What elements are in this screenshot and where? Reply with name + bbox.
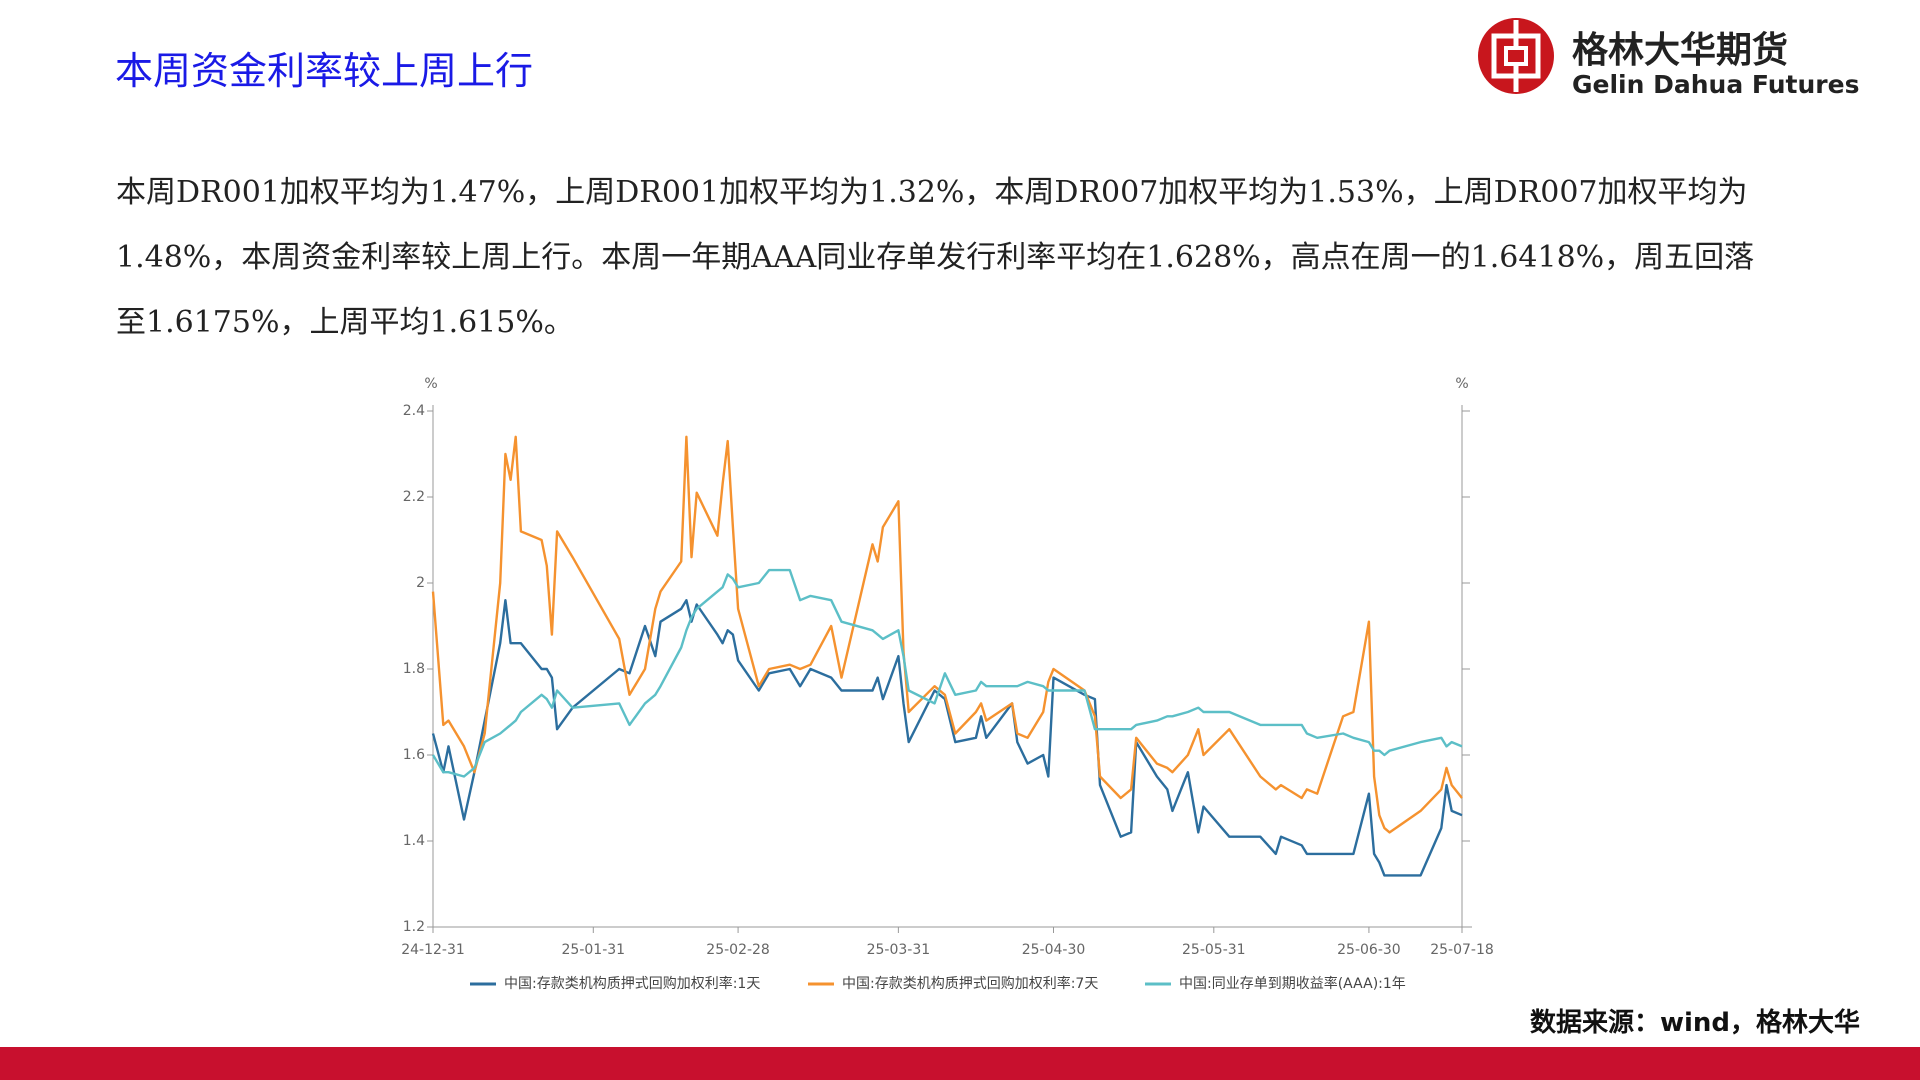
series-line bbox=[431, 568, 1463, 778]
legend-label: 中国:存款类机构质押式回购加权利率:7天 bbox=[842, 975, 1098, 992]
x-tick-label: 25-04-30 bbox=[1022, 942, 1086, 958]
y-tick-label: 2.2 bbox=[403, 489, 425, 505]
logo-emblem-inner bbox=[1504, 46, 1528, 66]
y-tick-label: 2.4 bbox=[403, 403, 425, 419]
y-tick-label: 1.6 bbox=[403, 747, 425, 763]
x-tick-label: 25-03-31 bbox=[867, 942, 931, 958]
y-tick-label: 1.8 bbox=[403, 661, 425, 677]
logo-name-en: Gelin Dahua Futures bbox=[1572, 70, 1859, 99]
x-tick-label: 25-01-31 bbox=[562, 942, 626, 958]
legend-label: 中国:同业存单到期收益率(AAA):1年 bbox=[1179, 975, 1406, 992]
y-tick-label: 2 bbox=[416, 575, 425, 591]
y-tick-label: 1.4 bbox=[403, 833, 425, 849]
y-tick-label: 1.2 bbox=[403, 919, 425, 935]
footer-bar bbox=[0, 1047, 1920, 1080]
x-tick-label: 25-06-30 bbox=[1337, 942, 1401, 958]
y-unit: % bbox=[424, 376, 437, 392]
x-tick-label: 24-12-31 bbox=[401, 942, 465, 958]
x-tick-label: 25-02-28 bbox=[706, 942, 770, 958]
source: 数据来源：wind，格林大华 bbox=[1529, 1008, 1860, 1038]
x-tick-label: 25-05-31 bbox=[1182, 942, 1246, 958]
y2-unit: % bbox=[1455, 376, 1468, 392]
logo: 格林大华期货 Gelin Dahua Futures bbox=[1478, 18, 1859, 99]
series-line bbox=[431, 599, 1463, 877]
logo-name-cn: 格林大华期货 bbox=[1572, 30, 1788, 71]
legend-label: 中国:存款类机构质押式回购加权利率:1天 bbox=[504, 975, 760, 992]
series-line bbox=[431, 435, 1463, 834]
x-tick-label: 25-07-18 bbox=[1430, 942, 1494, 958]
paragraph: 本周DR001加权平均为1.47%，上周DR001加权平均为1.32%，本周DR… bbox=[116, 175, 1755, 340]
slide-title: 本周资金利率较上周上行 bbox=[115, 49, 534, 93]
chart: % % 1.2 1.4 1.6 1.8 2 2.2 2.4 24-12-31 25-01-31 25-… bbox=[401, 376, 1494, 992]
